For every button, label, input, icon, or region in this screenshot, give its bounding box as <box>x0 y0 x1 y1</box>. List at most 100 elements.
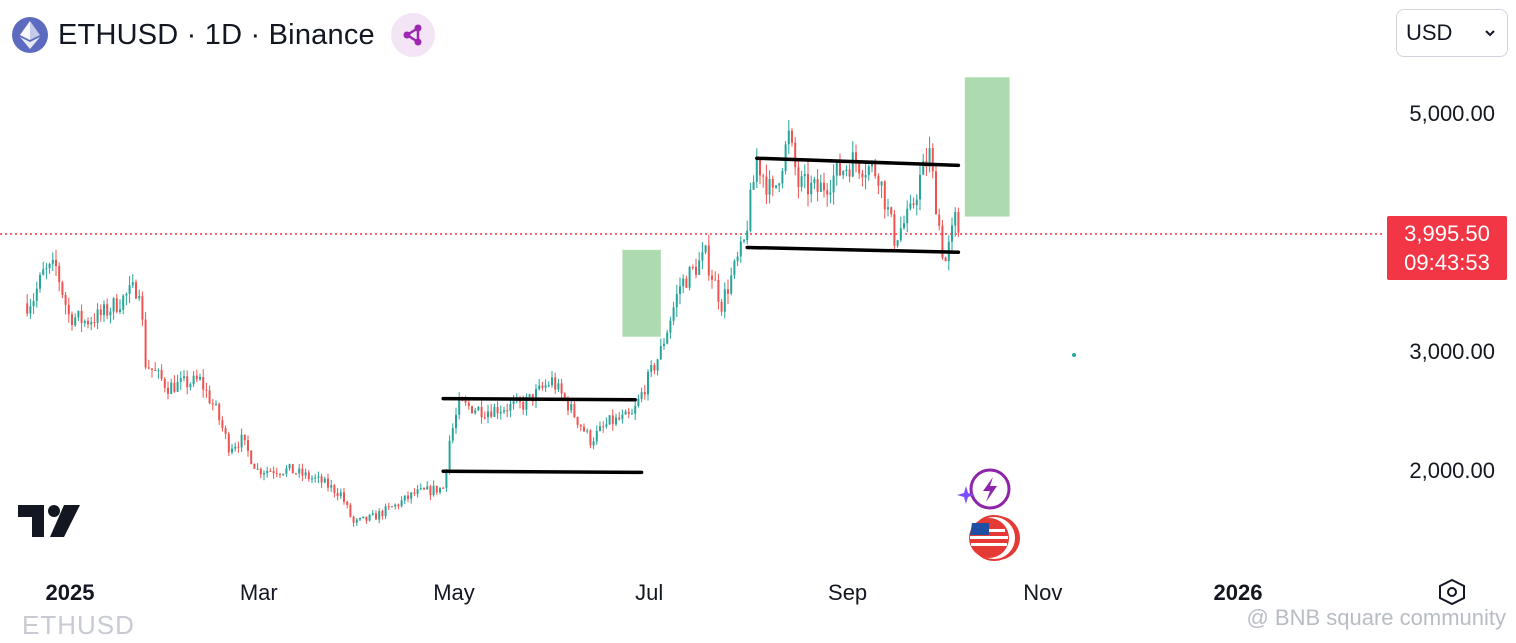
candle <box>122 294 125 315</box>
share-button[interactable] <box>390 13 435 57</box>
price-axis-label: 5,000.00 <box>1409 101 1495 126</box>
candle <box>867 164 870 181</box>
candle <box>589 429 592 449</box>
candle <box>186 370 189 395</box>
candle <box>359 517 361 522</box>
candle <box>791 128 793 147</box>
candle <box>327 473 329 492</box>
candle <box>739 236 742 263</box>
time-axis[interactable]: 2025 Mar May Jul Sep Nov 2026 <box>46 578 1465 606</box>
candle <box>493 403 496 418</box>
candle <box>163 377 166 393</box>
candle <box>650 360 653 377</box>
currency-select[interactable]: USD <box>1396 9 1508 57</box>
trend-line-2[interactable] <box>441 469 644 475</box>
candle <box>509 400 512 418</box>
candle <box>557 378 560 392</box>
candle <box>810 175 813 203</box>
candle <box>90 316 93 331</box>
candle <box>151 368 153 378</box>
symbol-title[interactable]: ETHUSD · 1D · Binance <box>58 18 375 51</box>
candle <box>602 421 605 433</box>
trend-line-1[interactable] <box>441 396 637 402</box>
trend-line-3[interactable] <box>755 156 961 168</box>
candle <box>183 370 185 382</box>
candle <box>448 435 451 475</box>
candle <box>672 301 675 326</box>
candle <box>77 310 80 322</box>
price-axis[interactable]: 2,000.00 3,000.00 5,000.00 <box>1409 101 1495 483</box>
candle <box>816 169 819 202</box>
candle <box>928 136 931 173</box>
candle <box>656 358 659 376</box>
candle <box>29 298 32 319</box>
candle <box>144 311 147 370</box>
trend-line-4[interactable] <box>745 245 961 254</box>
candle <box>551 371 553 388</box>
candle <box>61 280 64 299</box>
candle <box>781 167 784 189</box>
candle <box>538 379 541 391</box>
time-axis-label: Sep <box>828 580 867 605</box>
candle <box>272 466 275 480</box>
candle <box>419 483 422 491</box>
event-icons[interactable] <box>956 468 1026 568</box>
candle <box>599 421 601 432</box>
candle <box>215 400 217 406</box>
candle <box>941 219 944 260</box>
candle <box>125 292 128 306</box>
candle <box>74 313 77 328</box>
settings-icon[interactable] <box>1439 578 1465 606</box>
candle <box>58 262 61 292</box>
candle <box>375 510 377 520</box>
candle <box>743 238 745 244</box>
lightning-icon[interactable] <box>957 468 1011 510</box>
candle <box>819 174 822 192</box>
candle <box>835 162 838 186</box>
candle <box>880 181 883 198</box>
candle <box>695 258 697 279</box>
candle <box>259 467 262 479</box>
candle <box>128 275 131 304</box>
target-zone-1[interactable] <box>622 249 661 337</box>
candle <box>909 194 912 211</box>
candle <box>624 409 627 415</box>
trend-lines <box>441 156 961 475</box>
candle <box>861 169 864 187</box>
candle <box>615 413 617 427</box>
candle <box>931 143 934 179</box>
candle <box>451 423 454 444</box>
candle <box>573 401 576 418</box>
candle <box>439 487 441 495</box>
candle <box>535 384 537 409</box>
candle <box>663 338 665 350</box>
chevron-down-icon <box>1485 30 1495 37</box>
candle <box>490 404 493 419</box>
candle <box>173 375 176 393</box>
candle <box>547 381 550 388</box>
last-price: 3,995.50 <box>1404 221 1490 246</box>
candle <box>483 411 486 420</box>
candle <box>295 472 297 475</box>
currency-value: USD <box>1406 20 1453 45</box>
candle <box>131 274 134 289</box>
candle <box>240 428 243 452</box>
candle <box>755 148 758 188</box>
candle <box>208 385 211 405</box>
candle <box>477 405 480 411</box>
candle <box>378 508 381 524</box>
candle <box>87 317 89 329</box>
candle <box>333 483 336 498</box>
candle <box>298 464 301 478</box>
candle <box>381 509 384 520</box>
symbol-watermark: ETHUSD <box>22 610 135 640</box>
candle <box>307 470 310 482</box>
us-flag-icon[interactable] <box>969 515 1020 561</box>
tradingview-logo[interactable] <box>18 505 80 542</box>
target-zone-2[interactable] <box>964 77 1010 217</box>
candle <box>845 165 848 177</box>
candle <box>643 385 646 400</box>
source-watermark: @ BNB square community <box>1246 605 1506 630</box>
candle <box>394 503 397 510</box>
